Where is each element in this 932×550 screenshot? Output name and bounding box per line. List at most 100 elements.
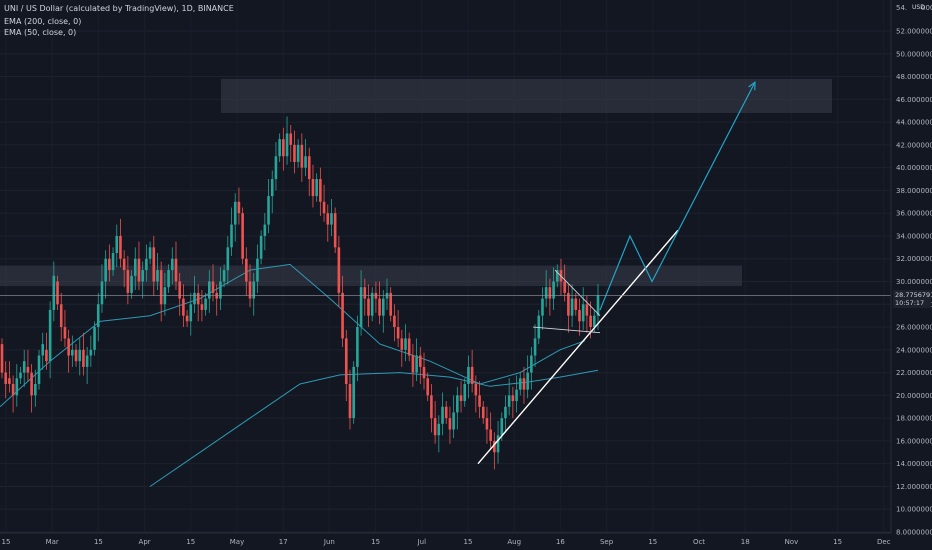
candle-body [163,287,167,305]
candle-body [0,344,4,373]
candle-body [504,406,507,419]
candle-body [322,201,326,214]
candle-body [148,247,152,259]
candle-body [274,156,278,180]
candle-body [348,383,352,419]
candle-body [507,395,511,407]
candle-body [463,383,467,402]
time-tick-label: 15 [648,538,657,546]
ema50-line [0,263,586,408]
candle-body [374,292,378,299]
price-tick-label: 26.0000000 [896,324,932,332]
candle-body [78,349,82,362]
candle-body [296,144,300,162]
candle-body [85,355,89,367]
candle-body [333,213,337,248]
price-zone [221,78,832,113]
candle-body [141,270,144,282]
price-tick-label: 34.0000000 [896,232,932,240]
projection-path [599,81,756,311]
time-tick-label: Apr [139,538,151,546]
ema50-legend[interactable]: EMA (50, close, 0) [4,28,77,37]
candle-body [156,270,159,282]
candle-body [196,292,200,305]
candle-body [585,304,589,316]
price-tick-label: 46.0000000 [896,96,932,104]
time-axis[interactable]: 15 Mar 15 Apr 15 May 17 Jun 15 Jul 15 Aug 16 Sep 15 Oct… [2,538,891,546]
candle-body [555,270,559,282]
currency-label: USD [912,4,925,11]
price-tick-label: 18.0000000 [896,415,932,423]
candle-body [204,298,207,310]
candle-body [470,366,474,384]
candle-body [356,327,359,367]
candle-body [311,179,315,197]
candle-body [330,213,333,225]
price-axis[interactable]: 8.0000000 10.0000000 12.0000000 14.0000000 1… [896,4,932,537]
candle-body [452,412,455,430]
candle-body [126,270,130,293]
candle-body [359,287,363,328]
price-tick-label: 14.0000000 [896,460,932,468]
price-tick-label: 16.0000000 [896,437,932,445]
projection-arrowhead [748,81,756,91]
candle-body [270,179,274,197]
candle-body [248,281,252,299]
candle-body [389,292,392,316]
price-tick-label: 24.0000000 [896,346,932,354]
time-tick-label: Dec [877,538,891,546]
symbol-title[interactable]: UNI / US Dollar (calculated by TradingVi… [4,4,234,13]
candle-body [237,201,241,214]
drawings [477,81,756,465]
time-tick-label: 15 [94,538,103,546]
candle-body [319,179,322,202]
candle-body [541,298,544,316]
candle-body [4,372,8,384]
candle-body [145,258,148,271]
candle-body [45,349,48,362]
candle-body [278,139,281,157]
time-tick-label: Oct [693,538,705,546]
candle-body [411,355,415,373]
candle-body [215,292,219,299]
candle-body [563,281,566,293]
price-tick-label: 10.0000000 [896,506,932,514]
candle-body [48,309,52,362]
candle-body [219,281,222,299]
candle-body [74,349,78,362]
candle-body [385,292,389,299]
candle-body [456,395,459,413]
time-tick-label: 15 [371,538,380,546]
candle-body [96,304,100,328]
candle-body [211,281,215,293]
last-price-value: 28.7756791 [895,291,932,300]
candle-body [93,327,96,350]
price-tick-label: 40.0000000 [896,164,932,172]
ema200-line [149,369,599,487]
candle-body [26,366,30,373]
candle-body [518,378,522,390]
candle-body [419,355,422,367]
candle-body [56,281,59,305]
price-tick-label: 38.0000000 [896,187,932,195]
candle-body [467,366,470,384]
candle-body [193,292,196,305]
candle-body [178,281,181,299]
candle-body [15,378,19,396]
candle-body [226,247,230,271]
candle-body [59,304,63,328]
price-tick-label: 44.0000000 [896,119,932,127]
ema200-legend[interactable]: EMA (200, close, 0) [4,17,82,26]
price-tick-label: 22.0000000 [896,369,932,377]
candle-body [111,253,115,271]
candle-body [581,304,585,322]
price-tick-label: 30.0000000 [896,278,932,286]
candle-body [522,378,526,390]
candle-body [592,315,596,328]
candle-body [152,247,156,282]
price-tick-label: 32.0000000 [896,255,932,263]
candle-body [100,281,104,305]
candle-body [133,258,137,276]
price-tick-label-top-suffix: 000 [921,4,932,12]
